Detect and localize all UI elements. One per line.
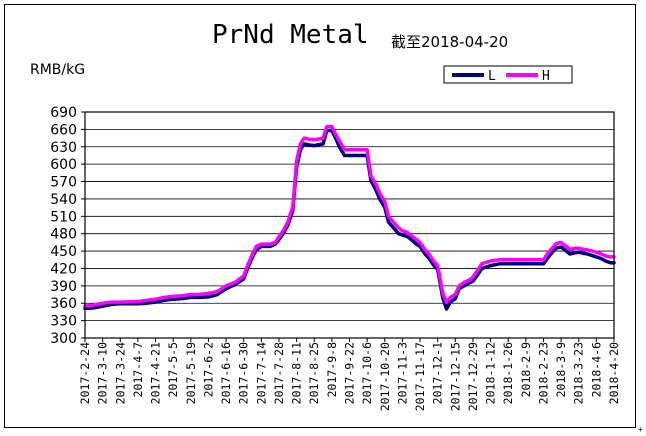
y-tick-label: 690 — [50, 105, 77, 121]
x-tick-label: 2017-6-30 — [237, 342, 251, 404]
x-tick-label: 2018-1-12 — [484, 342, 498, 404]
x-tick-label: 2017-4-21 — [149, 342, 163, 404]
plot-area — [85, 112, 614, 338]
y-tick-label: 510 — [50, 209, 77, 225]
x-tick-label: 2017-5-5 — [166, 342, 180, 397]
x-tick-label: 2017-4-7 — [131, 342, 145, 397]
x-tick-label: 2018-4-20 — [607, 342, 621, 404]
y-tick-label: 480 — [50, 227, 77, 243]
chart-title: PrNd Metal — [212, 20, 369, 50]
legend-label-L: L — [488, 69, 496, 84]
x-tick-label: 2017-12-1 — [431, 342, 445, 404]
x-tick-label: 2017-3-24 — [113, 342, 127, 404]
x-tick-label: 2018-4-6 — [589, 342, 603, 397]
y-tick-label: 540 — [50, 192, 77, 208]
chart-frame — [4, 4, 636, 428]
x-tick-label: 2018-2-9 — [519, 342, 533, 397]
y-tick-label: 360 — [50, 296, 77, 312]
series-line-L — [83, 128, 616, 311]
series-line-H — [83, 124, 616, 308]
x-tick-label: 2017-6-16 — [219, 342, 233, 404]
y-tick-label: 660 — [50, 122, 77, 138]
x-tick-label: 2017-10-20 — [378, 342, 392, 411]
y-tick-label: 330 — [50, 314, 77, 330]
x-tick-label: 2017-12-15 — [448, 342, 462, 411]
x-tick-label: 2017-7-14 — [254, 342, 268, 404]
x-tick-label: 2017-7-28 — [272, 342, 286, 404]
y-tick-label: 600 — [50, 157, 77, 173]
x-tick-label: 2017-10-6 — [360, 342, 374, 404]
x-tick-label: 2017-6-2 — [201, 342, 215, 397]
x-tick-label: 2017-3-10 — [96, 342, 110, 404]
x-tick-label: 2017-9-8 — [325, 342, 339, 397]
date-note: 截至2018-04-20 — [391, 33, 509, 51]
x-tick-label: 2017-11-3 — [395, 342, 409, 404]
x-tick-label: 2017-9-22 — [343, 342, 357, 404]
corner-mark: + — [638, 425, 643, 434]
x-tick-label: 2017-5-19 — [184, 342, 198, 404]
x-tick-label: 2018-3-23 — [572, 342, 586, 404]
y-tick-label: 570 — [50, 175, 77, 191]
x-tick-label: 2017-8-25 — [307, 342, 321, 404]
x-tick-label: 2018-3-9 — [554, 342, 568, 397]
x-tick-label: 2017-12-29 — [466, 342, 480, 411]
x-tick-label: 2017-2-24 — [78, 342, 92, 404]
y-tick-label: 390 — [50, 279, 77, 295]
y-tick-label: 450 — [50, 244, 77, 260]
y-tick-label: 630 — [50, 140, 77, 156]
y-axis-label: RMB/kG — [30, 62, 86, 78]
x-tick-label: 2017-8-11 — [290, 342, 304, 404]
x-tick-label: 2017-11-17 — [413, 342, 427, 411]
x-tick-label: 2018-1-26 — [501, 342, 515, 404]
y-tick-label: 300 — [50, 331, 77, 347]
y-tick-label: 420 — [50, 261, 77, 277]
legend-label-H: H — [542, 69, 550, 84]
plot-border — [84, 111, 615, 339]
x-tick-label: 2018-2-23 — [536, 342, 550, 404]
